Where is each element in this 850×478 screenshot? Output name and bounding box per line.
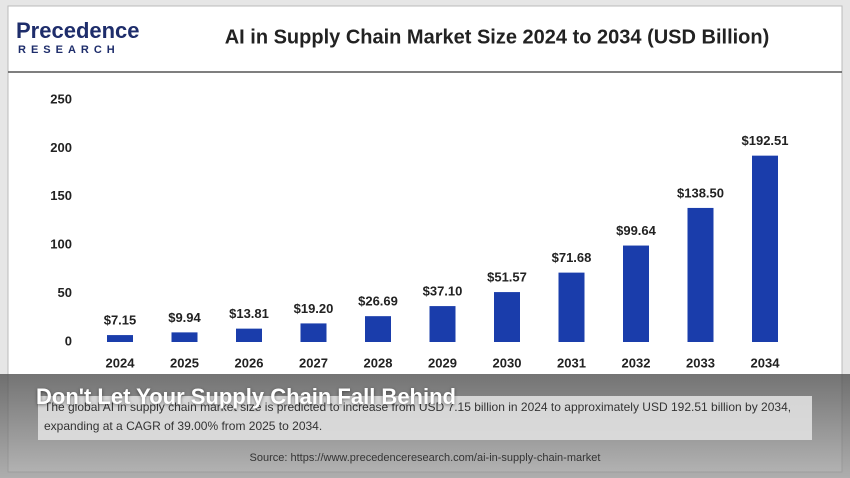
value-label: $19.20	[294, 301, 334, 316]
value-label: $51.57	[487, 270, 527, 285]
value-label: $13.81	[229, 306, 269, 321]
bar	[300, 323, 327, 342]
x-tick-label: 2027	[299, 355, 328, 370]
y-tick-label: 100	[50, 237, 72, 252]
bar	[107, 335, 133, 342]
x-tick-label: 2031	[557, 355, 586, 370]
x-tick-label: 2025	[170, 355, 199, 370]
value-label: $71.68	[552, 250, 592, 265]
x-tick-label: 2029	[428, 355, 457, 370]
y-tick-label: 0	[65, 333, 72, 348]
value-label: $7.15	[104, 313, 137, 328]
y-tick-label: 200	[50, 140, 72, 155]
chart-title: AI in Supply Chain Market Size 2024 to 2…	[225, 26, 770, 48]
x-tick-label: 2033	[686, 355, 715, 370]
value-label: $138.50	[677, 185, 724, 200]
y-tick-label: 250	[50, 91, 72, 106]
bar	[429, 306, 456, 342]
headline[interactable]: Don't Let Your Supply Chain Fall Behind	[36, 384, 456, 409]
y-tick-label: 150	[50, 188, 72, 203]
value-label: $99.64	[616, 223, 657, 238]
x-tick-label: 2028	[364, 355, 393, 370]
bar	[752, 155, 778, 342]
value-label: $9.94	[168, 310, 201, 325]
value-label: $37.10	[423, 284, 463, 299]
y-tick-label: 50	[58, 285, 72, 300]
x-tick-label: 2034	[751, 355, 781, 370]
logo-sub: RESEARCH	[18, 44, 120, 56]
value-label: $26.69	[358, 294, 398, 309]
x-tick-label: 2030	[493, 355, 522, 370]
description: The global AI in supply chain market siz…	[38, 396, 812, 440]
x-tick-label: 2024	[106, 355, 136, 370]
bar	[236, 328, 262, 342]
value-label: $192.51	[742, 133, 789, 148]
bar	[623, 245, 649, 342]
logo-name: Precedence	[16, 18, 140, 43]
bar	[494, 292, 520, 342]
x-tick-label: 2026	[235, 355, 264, 370]
bar	[171, 332, 198, 342]
x-tick-label: 2032	[622, 355, 651, 370]
bar	[558, 272, 585, 342]
bar	[687, 207, 714, 342]
source: Source: https://www.precedenceresearch.c…	[249, 452, 601, 464]
bar	[365, 316, 391, 342]
